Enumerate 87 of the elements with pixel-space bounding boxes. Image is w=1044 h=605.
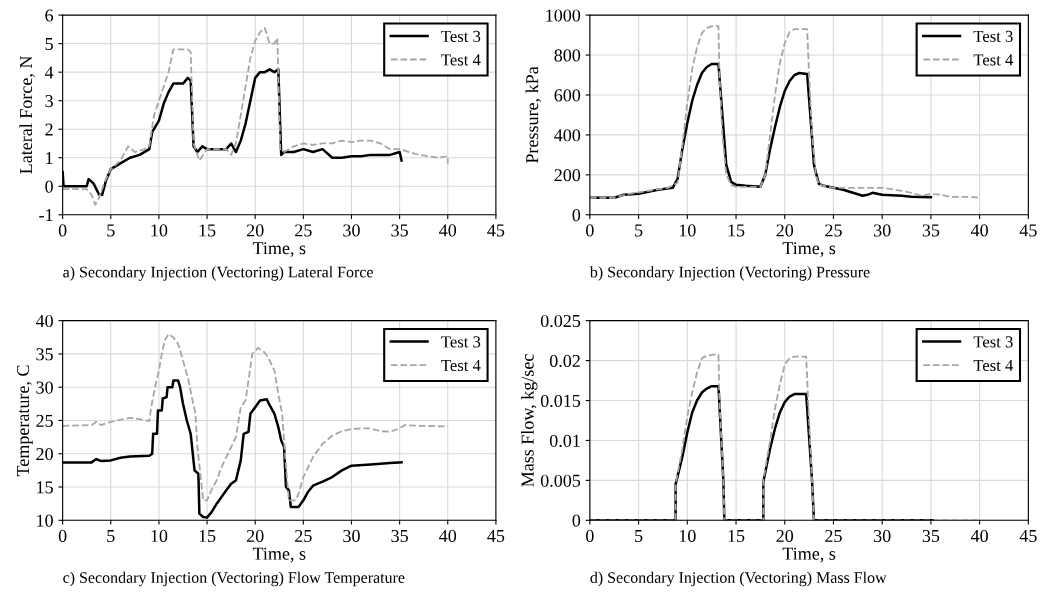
x-tick-label: 25 bbox=[825, 224, 842, 237]
y-tick-label: 0.01 bbox=[549, 434, 580, 447]
x-tick-label: 35 bbox=[922, 529, 940, 543]
x-tick-label: 15 bbox=[728, 224, 745, 237]
x-tick-label: 40 bbox=[439, 529, 457, 543]
x-tick-label: 20 bbox=[776, 529, 794, 543]
x-tick-label: 20 bbox=[776, 224, 794, 237]
text: a) Secondary Injection (Vectoring) Lateral Force bbox=[63, 266, 373, 281]
x-tick-label: 5 bbox=[635, 530, 643, 543]
x-tick-label: 35 bbox=[922, 224, 940, 237]
x-tick-label: 40 bbox=[439, 224, 457, 237]
y-tick-label: 400 bbox=[554, 129, 581, 142]
x-tick-label: 0 bbox=[586, 529, 594, 543]
x-tick-label: 20 bbox=[246, 224, 264, 237]
legend-label: Test 3 bbox=[441, 30, 481, 42]
legend-label: Test 4 bbox=[973, 54, 1014, 66]
x-tick-label: 45 bbox=[487, 529, 505, 543]
y-tick-label: 35 bbox=[36, 348, 53, 361]
y-tick-label: 6 bbox=[45, 9, 54, 22]
x-tick-label: 30 bbox=[874, 224, 891, 237]
y-axis-title: Mass Flow, kg/sec bbox=[521, 354, 538, 487]
y-tick-label: 600 bbox=[554, 89, 581, 102]
y-tick-label: 25 bbox=[36, 414, 53, 427]
x-tick-label: 10 bbox=[151, 224, 168, 237]
x-tick-label: 10 bbox=[679, 529, 696, 543]
x-tick-label: 10 bbox=[679, 224, 696, 237]
legend-label: Test 4 bbox=[973, 359, 1014, 372]
y-tick-label: 800 bbox=[554, 49, 581, 62]
y-tick-label: 10 bbox=[37, 514, 53, 527]
text: b) Secondary Injection (Vectoring) Pressure bbox=[589, 266, 870, 281]
y-tick-label: 4 bbox=[44, 66, 54, 79]
x-tick-label: 5 bbox=[107, 530, 115, 543]
text: c) Secondary Injection (Vectoring) Flow Temperature bbox=[63, 571, 405, 587]
legend-label: Test 3 bbox=[973, 336, 1013, 348]
y-tick-label: 0.02 bbox=[549, 354, 580, 368]
y-tick-label: 0 bbox=[45, 180, 53, 193]
x-axis-title: Time, s bbox=[782, 547, 836, 563]
x-tick-label: 30 bbox=[343, 529, 360, 543]
y-tick-label: 0.025 bbox=[540, 314, 581, 328]
x-tick-label: 5 bbox=[635, 224, 643, 237]
y-tick-label: 0.005 bbox=[540, 474, 581, 487]
y-tick-label: 15 bbox=[37, 481, 53, 494]
x-tick-label: 15 bbox=[728, 529, 745, 543]
x-tick-label: 0 bbox=[586, 224, 594, 237]
y-tick-label: 2 bbox=[45, 123, 53, 136]
x-tick-label: 40 bbox=[970, 529, 988, 543]
legend-label: Test 3 bbox=[441, 336, 481, 348]
x-tick-label: 20 bbox=[246, 529, 264, 543]
legend-label: Test 4 bbox=[441, 54, 481, 66]
y-tick-label: -1 bbox=[39, 209, 53, 222]
x-axis-title: Time, s bbox=[782, 242, 836, 257]
x-tick-label: 25 bbox=[295, 224, 312, 237]
y-axis-title: Lateral Force, N bbox=[19, 55, 35, 174]
x-axis-title: Time, s bbox=[252, 547, 306, 563]
x-tick-label: 40 bbox=[970, 224, 988, 237]
x-axis-title: Time, s bbox=[252, 242, 306, 257]
y-tick-label: 0 bbox=[572, 514, 581, 527]
x-tick-label: 35 bbox=[391, 529, 408, 543]
x-tick-label: 35 bbox=[391, 224, 408, 237]
y-tick-label: 200 bbox=[554, 169, 581, 182]
x-tick-label: 45 bbox=[487, 224, 505, 237]
y-tick-label: 40 bbox=[35, 314, 53, 328]
y-axis-title: Temperature, C bbox=[16, 365, 33, 477]
x-tick-label: 5 bbox=[107, 224, 115, 237]
x-tick-label: 25 bbox=[825, 529, 842, 543]
legend-label: Test 4 bbox=[441, 359, 481, 372]
x-tick-label: 45 bbox=[1019, 224, 1037, 237]
y-tick-label: 0 bbox=[572, 209, 581, 222]
y-axis-title: Pressure, kPa bbox=[525, 66, 541, 164]
y-tick-label: 30 bbox=[36, 381, 53, 394]
y-tick-label: 3 bbox=[45, 95, 53, 108]
x-tick-label: 25 bbox=[295, 529, 312, 543]
y-tick-label: 5 bbox=[45, 38, 53, 51]
x-tick-label: 10 bbox=[151, 529, 168, 543]
x-tick-label: 15 bbox=[199, 529, 216, 543]
y-tick-label: 0.015 bbox=[540, 394, 581, 408]
y-tick-label: 20 bbox=[36, 448, 53, 461]
x-tick-label: 15 bbox=[199, 224, 216, 237]
y-tick-label: 1000 bbox=[546, 9, 581, 22]
x-tick-label: 30 bbox=[874, 529, 891, 543]
y-tick-label: 1 bbox=[46, 152, 53, 164]
legend-label: Test 3 bbox=[973, 30, 1013, 42]
x-tick-label: 0 bbox=[58, 529, 67, 543]
x-tick-label: 0 bbox=[58, 224, 67, 237]
text: d) Secondary Injection (Vectoring) Mass Flow bbox=[590, 571, 887, 587]
x-tick-label: 30 bbox=[343, 224, 360, 237]
x-tick-label: 45 bbox=[1019, 529, 1037, 543]
